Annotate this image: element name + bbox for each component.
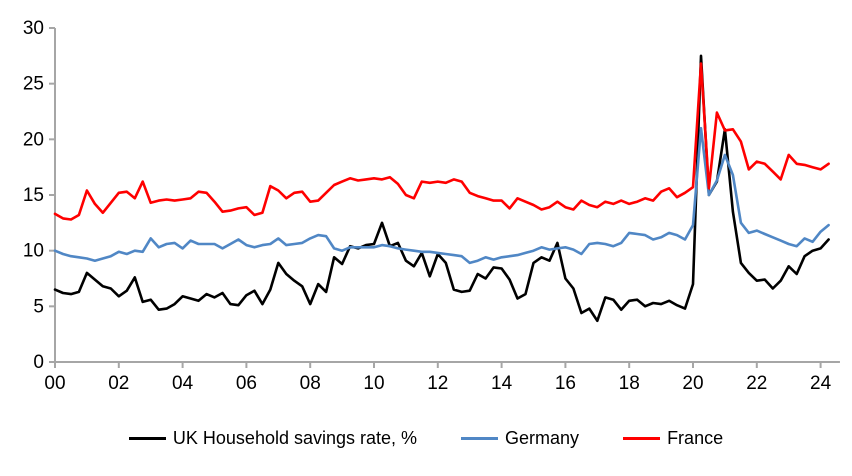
- x-tick-label: 18: [619, 373, 640, 394]
- x-tick-label: 22: [746, 373, 767, 394]
- legend-swatch-icon: [623, 437, 661, 440]
- series-line-2: [53, 62, 830, 221]
- savings-rate-line-chart: 0 5 10 15 20 25 30 00 02 04 06 08 10 12 14 16 18 20 22 24: [23, 18, 840, 394]
- x-tick-label: 12: [427, 373, 448, 394]
- chart-legend: UK Household savings rate, % Germany Franc…: [0, 428, 852, 449]
- y-tick-label: 0: [33, 352, 44, 373]
- y-tick-label: 5: [33, 296, 44, 317]
- legend-swatch-icon: [128, 437, 166, 440]
- y-tick-label: 10: [23, 241, 44, 262]
- legend-label: France: [667, 428, 724, 448]
- legend-label: Germany: [505, 428, 580, 448]
- series-line-1: [53, 126, 830, 265]
- y-tick-label: 25: [23, 74, 44, 95]
- y-tick-label: 20: [23, 129, 44, 150]
- legend-item-1: Germany: [461, 428, 579, 449]
- x-tick-label: 00: [44, 373, 65, 394]
- x-tick-label: 14: [491, 373, 513, 394]
- x-tick-label: 06: [236, 373, 257, 394]
- y-tick-label: 30: [23, 18, 44, 39]
- x-tick-label: 16: [555, 373, 576, 394]
- legend-item-2: France: [623, 428, 723, 449]
- x-tick-label: 20: [682, 373, 703, 394]
- x-tick-label: 08: [300, 373, 321, 394]
- legend-label: UK Household savings rate, %: [172, 428, 418, 448]
- legend-item-0: UK Household savings rate, %: [128, 428, 418, 449]
- x-tick-label: 02: [108, 373, 129, 394]
- legend-swatch-icon: [461, 437, 499, 440]
- x-tick-label: 24: [810, 373, 832, 394]
- y-tick-label: 15: [23, 185, 44, 206]
- x-tick-label: 04: [172, 373, 194, 394]
- x-tick-label: 10: [363, 373, 384, 394]
